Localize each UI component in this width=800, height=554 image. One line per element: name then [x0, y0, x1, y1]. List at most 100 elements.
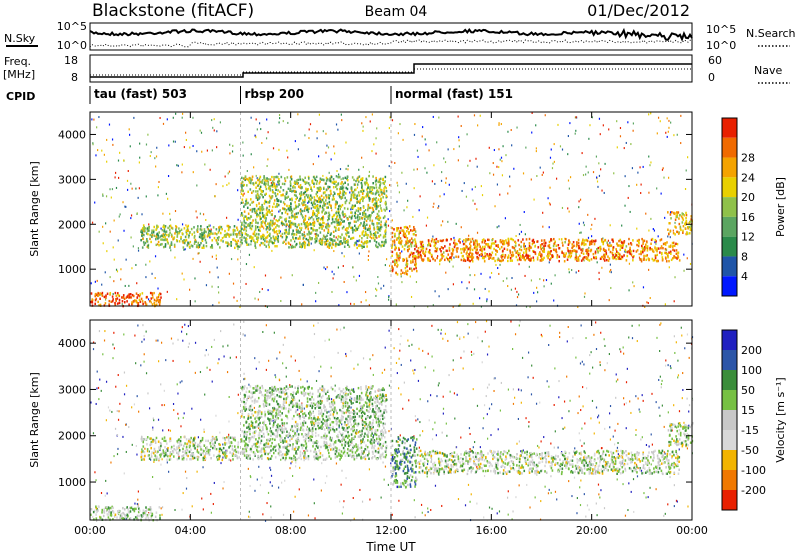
echo-cell: [357, 214, 359, 217]
noise-cell: [440, 224, 442, 227]
echo-cell: [212, 226, 215, 229]
echo-cell: [353, 244, 356, 247]
noise-cell: [467, 164, 469, 167]
noise-cell: [677, 422, 680, 425]
echo-cell: [328, 246, 331, 249]
noise-cell: [105, 380, 108, 383]
echo-cell: [255, 233, 258, 236]
noise-cell: [113, 280, 115, 283]
noise-cell: [103, 153, 105, 156]
noise-cell: [184, 248, 186, 251]
noise-cell: [274, 374, 276, 377]
nave-label: Nave: [754, 64, 782, 77]
echo-cell: [256, 240, 259, 244]
noise-cell: [507, 490, 509, 493]
echo-cell: [316, 214, 318, 218]
noise-cell: [185, 224, 187, 227]
echo-cell: [297, 181, 299, 185]
noise-cell: [229, 356, 231, 359]
noise-cell: [588, 137, 590, 140]
echo-cell: [363, 242, 365, 245]
noise-cell: [135, 362, 137, 365]
echo-cell: [604, 256, 606, 259]
echo-cell: [316, 191, 319, 194]
echo-cell: [142, 241, 145, 244]
echo-cell: [326, 202, 329, 205]
noise-cell: [322, 174, 324, 177]
echo-cell: [494, 253, 497, 256]
noise-cell: [116, 453, 119, 456]
noise-cell: [499, 409, 501, 412]
echo-cell: [162, 235, 165, 238]
echo-cell: [394, 232, 396, 236]
noise-cell: [486, 298, 488, 301]
echo-cell: [376, 212, 379, 216]
echo-cell: [153, 298, 156, 302]
noise-cell: [201, 150, 203, 153]
echo-cell: [332, 186, 335, 189]
noise-cell: [326, 475, 328, 478]
noise-cell: [609, 405, 612, 408]
noise-cell: [211, 380, 213, 383]
noise-cell: [502, 280, 504, 283]
echo-cell: [283, 182, 286, 186]
echo-cell: [282, 189, 285, 192]
echo-cell: [592, 252, 595, 256]
echo-cell: [507, 254, 510, 257]
echo-cell: [582, 247, 584, 251]
echo-cell: [375, 186, 378, 189]
echo-cell: [272, 229, 274, 232]
echo-cell: [319, 223, 321, 226]
echo-cell: [368, 214, 371, 217]
echo-cell: [488, 246, 491, 249]
echo-cell: [301, 233, 304, 236]
echo-cell: [117, 293, 120, 297]
noise-cell: [597, 185, 599, 188]
echo-cell: [129, 293, 132, 296]
echo-cell: [368, 191, 371, 194]
echo-cell: [620, 246, 623, 249]
noise-cell: [486, 386, 489, 389]
echo-cell: [356, 177, 359, 181]
noise-cell: [649, 297, 651, 300]
echo-cell: [273, 222, 275, 226]
echo-cell: [358, 217, 361, 221]
echo-cell: [240, 213, 243, 217]
echo-cell: [210, 230, 212, 233]
echo-cell: [328, 213, 331, 217]
noise-cell: [407, 199, 409, 202]
echo-cell: [201, 234, 204, 237]
echo-cell: [122, 296, 125, 299]
echo-cell: [522, 254, 525, 258]
noise-cell: [587, 171, 589, 174]
noise-cell: [202, 213, 205, 216]
echo-cell: [246, 206, 249, 210]
echo-cell: [346, 187, 349, 191]
noise-cell: [576, 497, 578, 500]
echo-cell: [170, 243, 173, 247]
echo-cell: [394, 234, 396, 238]
noise-cell: [488, 407, 491, 410]
noise-cell: [663, 451, 665, 454]
noise-cell: [566, 375, 568, 378]
echo-cell: [520, 255, 522, 259]
echo-cell: [575, 244, 578, 248]
noise-cell: [449, 390, 451, 393]
echo-cell: [374, 192, 377, 196]
echo-cell: [345, 228, 347, 231]
echo-cell: [374, 198, 376, 201]
echo-cell: [184, 239, 187, 243]
noise-cell: [229, 152, 231, 155]
y-tick-label: 2000: [58, 218, 86, 231]
echo-cell: [203, 231, 205, 234]
noise-cell: [580, 409, 582, 412]
echo-cell: [328, 203, 331, 206]
noise-cell: [338, 426, 340, 429]
echo-cell: [354, 188, 357, 191]
noise-cell: [250, 153, 252, 156]
noise-cell: [270, 505, 272, 508]
noise-cell: [616, 120, 618, 123]
noise-cell: [388, 296, 390, 299]
echo-cell: [447, 259, 450, 262]
echo-cell: [290, 216, 293, 219]
